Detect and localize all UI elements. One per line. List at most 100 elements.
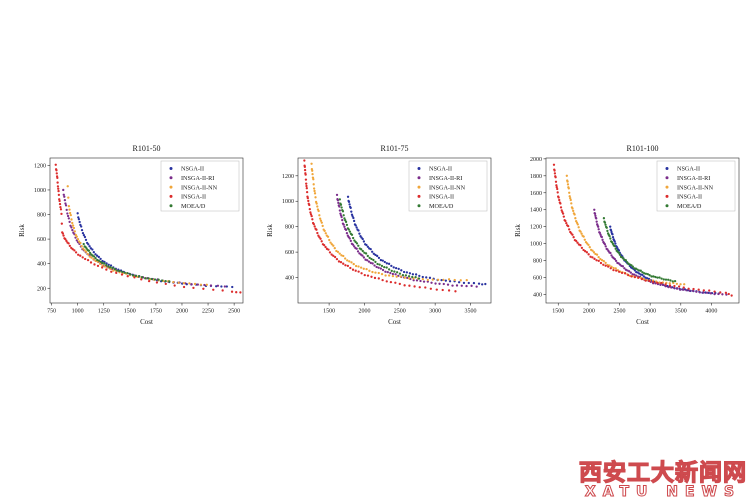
legend-label: INSGA-II-NN: [181, 184, 218, 191]
legend-label: INSGA-II-RI: [181, 175, 214, 182]
scatter-chart: R101-75 1500 2000 2500 3000 3500 400 600 800 1000…: [266, 144, 492, 326]
y-tick-label: 800: [533, 259, 542, 265]
legend-marker-INSGA-II-RI: [417, 176, 421, 180]
series-MOEA/D: [338, 198, 421, 280]
legend-label: INSGA-II: [181, 194, 206, 201]
legend-label: INSGA-II: [677, 194, 702, 201]
legend-label: NSGA-II: [181, 166, 204, 173]
y-tick-label: 1200: [34, 163, 46, 169]
legend-marker-MOEA/D: [665, 204, 669, 208]
axes-frame: [49, 157, 244, 304]
series-NSGA-II: [76, 212, 234, 289]
x-tick-label: 2500: [614, 309, 626, 315]
x-axis-label: Cost: [140, 318, 153, 326]
y-tick-label: 1200: [282, 174, 294, 180]
y-tick-label: 400: [285, 276, 294, 282]
x-tick-label: 3000: [429, 309, 441, 315]
legend-label: INSGA-II-NN: [429, 184, 466, 191]
y-tick-label: 1400: [530, 208, 542, 214]
legend-label: INSGA-II-NN: [677, 184, 714, 191]
y-tick-label: 1200: [530, 225, 542, 231]
legend-marker-INSGA-II: [169, 194, 173, 198]
legend-marker-INSGA-II-NN: [665, 185, 669, 189]
x-tick-label: 2250: [202, 309, 214, 315]
series-INSGA-II-NN: [310, 162, 468, 282]
x-tick-label: 1750: [150, 309, 162, 315]
legend-marker-INSGA-II-RI: [665, 176, 669, 180]
scatter-chart: R101-100 1500 2000 2500 3000 3500 4000 400 600 80…: [514, 144, 740, 326]
x-tick-label: 1500: [552, 309, 564, 315]
x-tick-label: 3000: [644, 309, 656, 315]
legend-marker-MOEA/D: [417, 204, 421, 208]
legend-marker-INSGA-II-RI: [169, 176, 173, 180]
legend-label: MOEA/D: [677, 203, 702, 210]
watermark-chinese-text: 西安工大新闻网: [578, 460, 747, 487]
subplot-r101-75: R101-75 1500 2000 2500 3000 3500 400 600 800 1000…: [262, 140, 497, 340]
x-tick-label: 1500: [323, 309, 335, 315]
legend-marker-NSGA-II: [169, 167, 173, 170]
axes-frame: [545, 157, 740, 304]
legend: NSGA-II INSGA-II-RI INSGA-II-NN INSGA-II MOE…: [160, 160, 240, 212]
legend-label: MOEA/D: [181, 203, 206, 210]
legend-marker-INSGA-II: [665, 194, 669, 198]
axes-frame: [297, 157, 492, 304]
y-tick-label: 800: [37, 213, 46, 219]
subplot-r101-100: R101-100 1500 2000 2500 3000 3500 4000 400 600 80…: [510, 140, 745, 340]
y-tick-label: 400: [37, 262, 46, 268]
x-tick-label: 2000: [583, 309, 595, 315]
x-tick-label: 2500: [394, 309, 406, 315]
y-tick-label: 1800: [530, 174, 542, 180]
legend: NSGA-II INSGA-II-RI INSGA-II-NN INSGA-II MOE…: [408, 160, 488, 212]
y-tick-label: 1600: [530, 191, 542, 197]
series-INSGA-II-RI: [593, 208, 728, 296]
legend-marker-INSGA-II-NN: [417, 185, 421, 189]
legend: NSGA-II INSGA-II-RI INSGA-II-NN INSGA-II MOE…: [656, 160, 736, 212]
y-tick-label: 1000: [530, 242, 542, 248]
x-tick-label: 2000: [176, 309, 188, 315]
y-tick-label: 1000: [282, 199, 294, 205]
series-INSGA-II: [54, 163, 242, 294]
legend-marker-MOEA/D: [169, 204, 173, 208]
x-tick-label: 3500: [675, 309, 687, 315]
y-tick-label: 600: [37, 237, 46, 243]
y-axis-label: Risk: [266, 224, 274, 237]
legend-label: INSGA-II: [429, 194, 454, 201]
plot-title: R101-75: [381, 144, 409, 153]
y-tick-label: 1000: [34, 188, 46, 194]
legend-marker-NSGA-II: [665, 167, 669, 170]
plot-title: R101-100: [627, 144, 659, 153]
y-tick-label: 400: [533, 293, 542, 299]
y-tick-label: 200: [37, 286, 46, 292]
series-INSGA-II-RI: [335, 193, 478, 288]
legend-label: NSGA-II: [677, 166, 700, 173]
y-tick-label: 600: [285, 250, 294, 256]
x-tick-label: 2000: [358, 309, 370, 315]
y-axis-label: Risk: [18, 224, 26, 237]
x-tick-label: 4000: [705, 309, 717, 315]
legend-label: INSGA-II-RI: [429, 175, 462, 182]
watermark: 西安工大新闻网 XATU NEWS: [578, 460, 747, 500]
x-tick-label: 3500: [464, 309, 476, 315]
y-tick-label: 2000: [530, 157, 542, 163]
legend-marker-NSGA-II: [417, 167, 421, 170]
series-INSGA-II: [303, 159, 457, 293]
subplot-r101-50: R101-50 750 1000 1250 1500 1750 2000 2250 2500 20…: [14, 140, 249, 340]
legend-label: MOEA/D: [429, 203, 454, 210]
x-tick-label: 1250: [98, 309, 110, 315]
y-tick-label: 800: [285, 225, 294, 231]
legend-marker-INSGA-II: [417, 194, 421, 198]
legend-label: NSGA-II: [429, 166, 452, 173]
x-tick-label: 1500: [124, 309, 136, 315]
x-axis-label: Cost: [636, 318, 649, 326]
y-axis-label: Risk: [514, 224, 522, 237]
legend-marker-INSGA-II-NN: [169, 185, 173, 189]
x-axis-label: Cost: [388, 318, 401, 326]
x-tick-label: 750: [47, 309, 56, 315]
series-INSGA-II: [552, 163, 733, 297]
y-tick-label: 600: [533, 276, 542, 282]
series-MOEA/D: [82, 242, 171, 283]
x-tick-label: 2500: [228, 309, 240, 315]
watermark-english-text: XATU NEWS: [584, 483, 742, 500]
scatter-chart: R101-50 750 1000 1250 1500 1750 2000 2250 2500 20…: [18, 144, 244, 326]
